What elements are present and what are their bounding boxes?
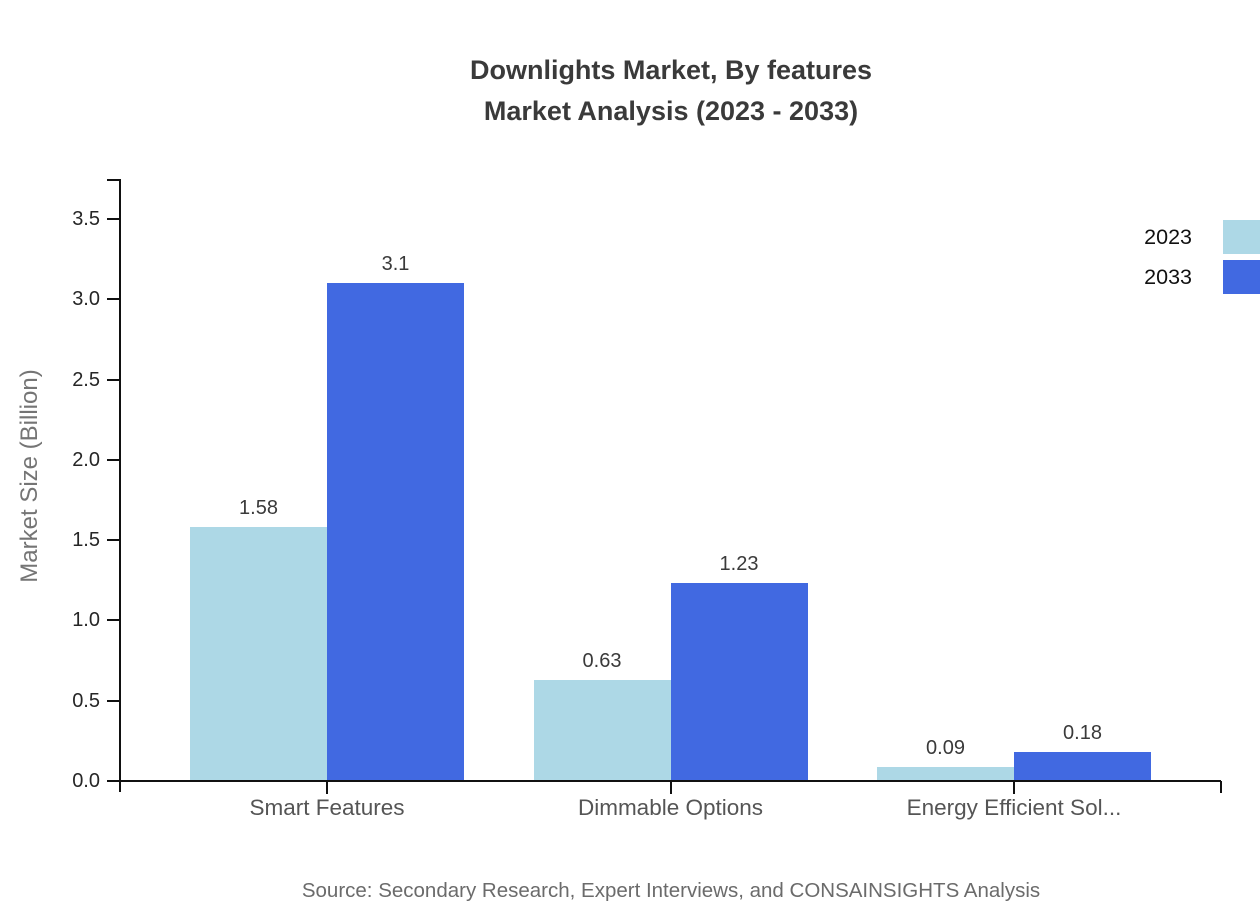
bar-2023-dimmable-options: [533, 680, 671, 781]
x-axis-end-cap: [1220, 781, 1222, 793]
bar-2033-smart-features: [327, 283, 464, 781]
bar-value-label: 0.09: [926, 737, 965, 759]
x-category-label: Dimmable Options: [577, 795, 764, 820]
y-tick-label: 2.0: [72, 449, 100, 471]
bar-value-label: 0.63: [582, 650, 622, 672]
bar-2023-smart-features: [190, 527, 327, 781]
x-axis-line: [107, 780, 1221, 782]
source-note: Source: Secondary Research, Expert Inter…: [301, 879, 1041, 902]
y-tick-label: 3.0: [72, 288, 100, 310]
y-tick: [107, 459, 120, 461]
y-tick-label: 2.5: [72, 369, 100, 391]
y-tick-label: 0.5: [72, 690, 100, 712]
bar-2033-dimmable-options: [670, 583, 808, 781]
bar-value-label: 0.18: [1063, 722, 1102, 744]
y-tick: [107, 700, 120, 702]
bar-value-label: 1.23: [719, 553, 759, 575]
bar-value-label: 1.58: [239, 497, 278, 519]
y-axis-top-cap: [107, 179, 120, 181]
chart-title: Downlights Market, By features Market An…: [120, 50, 1222, 132]
x-tick: [326, 782, 328, 794]
bar-value-label: 3.1: [381, 253, 410, 275]
y-tick-label: 3.5: [72, 208, 100, 230]
y-tick: [107, 619, 120, 621]
y-tick: [107, 379, 120, 381]
y-tick: [107, 780, 120, 782]
y-tick-label: 0.0: [72, 770, 100, 792]
x-tick: [669, 782, 672, 794]
y-tick: [107, 298, 120, 300]
x-category-label: Smart Features: [249, 795, 405, 820]
y-tick: [107, 539, 120, 541]
bar-2033-energy-efficient-sol: [1014, 752, 1151, 781]
y-tick: [107, 218, 120, 220]
y-tick-label: 1.5: [72, 529, 100, 551]
y-tick-label: 1.0: [72, 609, 100, 631]
chart-title-line2: Market Analysis (2023 - 2033): [483, 96, 859, 126]
x-tick: [1013, 782, 1015, 794]
y-axis-line: [119, 179, 121, 792]
x-category-label: Energy Efficient Sol...: [906, 795, 1122, 820]
bar-2023-energy-efficient-sol: [877, 767, 1014, 781]
chart-title-line1: Downlights Market, By features: [469, 55, 873, 85]
